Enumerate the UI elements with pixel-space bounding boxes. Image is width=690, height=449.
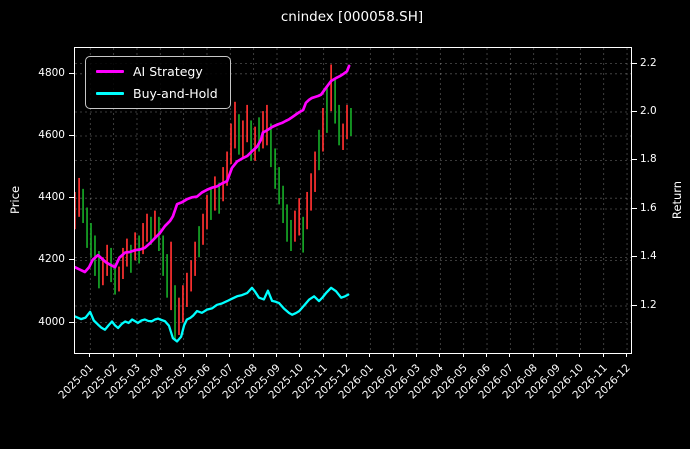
x-tick-mark xyxy=(462,353,464,357)
price-tick-mark xyxy=(69,259,74,261)
x-tick-mark xyxy=(392,353,394,357)
legend-item-ai-strategy: AI Strategy xyxy=(96,64,218,79)
return-tick-mark xyxy=(632,159,637,161)
price-tick-mark xyxy=(69,134,74,136)
figure-canvas: { "window": { "width": 690, "height": 42… xyxy=(8,9,690,402)
x-tick-mark xyxy=(322,353,324,357)
x-tick-mark xyxy=(346,353,347,357)
return-tick-mark xyxy=(632,256,637,258)
x-tick-mark xyxy=(182,353,184,357)
price-tick-mark xyxy=(69,72,74,74)
x-tick-mark xyxy=(602,353,604,357)
ai-strategy-line-swatch xyxy=(96,69,124,74)
return-tick-label: 1.6 xyxy=(640,201,657,214)
x-tick-mark xyxy=(532,353,534,357)
ai-strategy-line xyxy=(75,64,351,274)
x-tick-mark xyxy=(579,353,581,357)
x-tick-mark xyxy=(299,353,301,357)
x-tick-mark xyxy=(626,353,628,357)
return-axis-label-wrap: Return xyxy=(670,181,690,219)
x-tick-mark xyxy=(112,353,114,357)
x-tick-mark xyxy=(205,353,207,357)
x-tick-mark xyxy=(159,353,161,357)
x-tick-mark xyxy=(252,353,254,357)
price-tick-label: 4200 xyxy=(38,253,65,266)
return-tick-mark xyxy=(632,304,637,306)
buy-and-hold-line xyxy=(75,286,350,343)
x-tick-mark xyxy=(556,353,558,357)
legend-item-buy-and-hold: Buy-and-Hold xyxy=(96,86,218,101)
price-tick-label: 4600 xyxy=(38,128,65,141)
x-tick-mark xyxy=(439,353,441,357)
return-tick-label: 1.2 xyxy=(640,298,657,311)
x-tick-mark xyxy=(416,353,417,357)
price-tick-label: 4800 xyxy=(38,66,65,79)
price-axis-label: Price xyxy=(8,185,22,215)
return-tick-label: 1.4 xyxy=(640,250,657,263)
return-tick-mark xyxy=(632,111,637,112)
price-tick-mark xyxy=(69,197,74,199)
return-tick-label: 2.2 xyxy=(640,56,657,69)
return-tick-label: 2.0 xyxy=(640,105,657,117)
x-tick-mark xyxy=(369,353,371,357)
plot-area: AI Strategy Buy-and-Hold xyxy=(74,47,632,354)
price-tick-label: 4000 xyxy=(38,315,65,328)
x-tick-mark xyxy=(275,353,277,357)
chart-surface xyxy=(75,48,631,353)
price-tick-label: 4400 xyxy=(38,191,65,204)
chart-title: cnindex [000058.SH] xyxy=(280,9,424,25)
legend-label-ai-strategy: AI Strategy xyxy=(133,64,203,79)
legend-label-buy-and-hold: Buy-and-Hold xyxy=(133,86,218,101)
return-tick-label: 1.8 xyxy=(640,153,657,166)
return-tick-mark xyxy=(632,207,637,209)
x-tick-mark xyxy=(509,353,511,357)
return-tick-mark xyxy=(632,62,637,64)
price-tick-mark xyxy=(69,321,74,323)
buy-and-hold-line-swatch xyxy=(96,91,124,96)
x-tick-mark xyxy=(229,353,231,357)
x-tick-mark xyxy=(89,353,91,357)
x-tick-mark xyxy=(486,353,488,357)
x-tick-mark xyxy=(135,353,137,357)
legend: AI Strategy Buy-and-Hold xyxy=(85,56,231,109)
